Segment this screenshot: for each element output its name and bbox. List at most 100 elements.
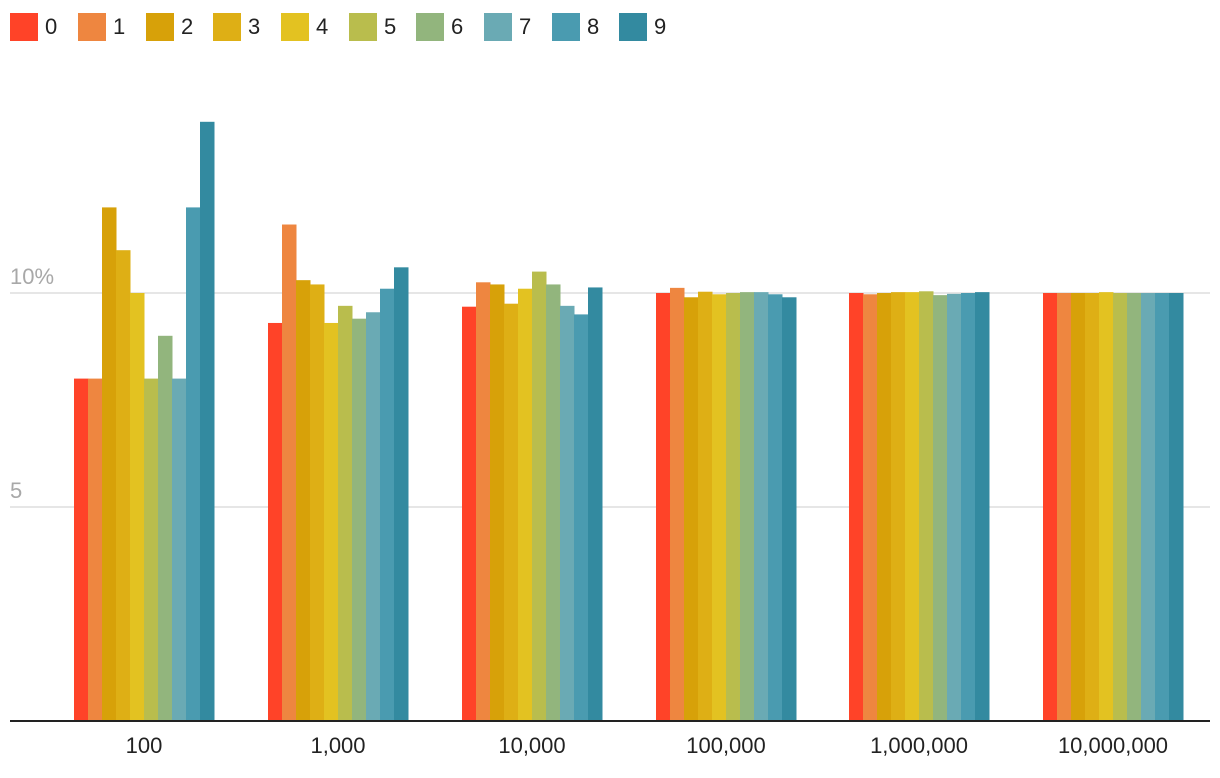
bar-group-10000000 bbox=[1043, 292, 1184, 721]
bar bbox=[849, 293, 864, 721]
bar bbox=[296, 280, 311, 721]
bar bbox=[656, 293, 671, 721]
bar bbox=[352, 318, 367, 721]
bar bbox=[1141, 293, 1156, 721]
bar bbox=[684, 297, 699, 721]
bar bbox=[1085, 293, 1100, 721]
legend-swatch bbox=[552, 13, 580, 41]
bar bbox=[905, 292, 920, 721]
x-tick-label: 10,000 bbox=[498, 733, 565, 758]
bar bbox=[324, 322, 339, 721]
bar bbox=[726, 293, 741, 721]
bar bbox=[947, 293, 962, 721]
bar bbox=[919, 291, 934, 721]
bar bbox=[670, 287, 685, 721]
bar bbox=[310, 284, 325, 721]
legend-item-9: 9 bbox=[619, 13, 666, 41]
bar bbox=[144, 378, 159, 721]
bar bbox=[504, 303, 519, 721]
bar bbox=[268, 322, 283, 721]
legend-label: 9 bbox=[654, 14, 666, 39]
bar bbox=[782, 297, 797, 721]
bar bbox=[754, 292, 769, 721]
bar bbox=[560, 305, 575, 721]
bar bbox=[74, 378, 89, 721]
legend-swatch bbox=[281, 13, 309, 41]
legend-label: 7 bbox=[519, 14, 531, 39]
bar bbox=[698, 291, 713, 721]
bar bbox=[200, 121, 215, 722]
legend-swatch bbox=[619, 13, 647, 41]
legend-swatch bbox=[349, 13, 377, 41]
bar bbox=[186, 207, 201, 721]
bar bbox=[130, 293, 145, 721]
bar bbox=[518, 288, 533, 721]
legend-swatch bbox=[146, 13, 174, 41]
bar bbox=[1043, 293, 1058, 721]
bar bbox=[158, 335, 173, 721]
bar bbox=[1169, 293, 1184, 721]
x-tick-label: 1,000 bbox=[310, 733, 365, 758]
bar bbox=[1099, 292, 1114, 721]
bar-group-1000000 bbox=[849, 291, 990, 721]
bar bbox=[380, 288, 395, 721]
legend-label: 5 bbox=[384, 14, 396, 39]
bar bbox=[768, 294, 783, 721]
x-axis-ticks: 100 1,000 10,000 100,000 1,000,000 10,000,000 bbox=[126, 733, 1168, 758]
x-tick-label: 10,000,000 bbox=[1058, 733, 1168, 758]
bar bbox=[532, 271, 547, 721]
bar bbox=[1155, 293, 1170, 721]
bar bbox=[961, 293, 976, 721]
legend-item-3: 3 bbox=[213, 13, 260, 41]
legend-label: 6 bbox=[451, 14, 463, 39]
legend-item-2: 2 bbox=[146, 13, 193, 41]
legend-item-5: 5 bbox=[349, 13, 396, 41]
bar bbox=[877, 293, 892, 721]
legend-label: 3 bbox=[248, 14, 260, 39]
chart-legend: 0 1 2 3 4 5 6 7 8 9 bbox=[10, 13, 666, 41]
legend-swatch bbox=[484, 13, 512, 41]
bar bbox=[116, 250, 131, 721]
bar bbox=[282, 224, 297, 721]
bar bbox=[546, 284, 561, 721]
legend-swatch bbox=[416, 13, 444, 41]
bar bbox=[933, 295, 948, 721]
bar-group-100000 bbox=[656, 287, 797, 721]
bar bbox=[476, 282, 491, 721]
legend-label: 4 bbox=[316, 14, 328, 39]
bar bbox=[338, 305, 353, 721]
bar bbox=[740, 292, 755, 721]
legend-item-1: 1 bbox=[78, 13, 125, 41]
bar-group-1000 bbox=[268, 224, 409, 721]
legend-item-0: 0 bbox=[10, 13, 57, 41]
legend-label: 2 bbox=[181, 14, 193, 39]
bar bbox=[574, 314, 589, 721]
legend-swatch bbox=[78, 13, 106, 41]
chart-bars bbox=[74, 121, 1184, 722]
bar bbox=[863, 294, 878, 721]
legend-swatch bbox=[10, 13, 38, 41]
bar bbox=[1071, 293, 1086, 721]
legend-label: 8 bbox=[587, 14, 599, 39]
x-tick-label: 100,000 bbox=[686, 733, 766, 758]
bar bbox=[975, 292, 990, 721]
legend-item-7: 7 bbox=[484, 13, 531, 41]
y-tick-label: 5 bbox=[10, 478, 22, 503]
bar bbox=[1127, 293, 1142, 721]
legend-label: 1 bbox=[113, 14, 125, 39]
legend-item-6: 6 bbox=[416, 13, 463, 41]
y-tick-label: 10% bbox=[10, 264, 54, 289]
legend-item-4: 4 bbox=[281, 13, 328, 41]
bar-group-100 bbox=[74, 121, 215, 722]
bar bbox=[394, 267, 409, 721]
bar bbox=[712, 294, 727, 721]
bar bbox=[462, 306, 477, 721]
bar bbox=[588, 287, 603, 721]
legend-swatch bbox=[213, 13, 241, 41]
legend-item-8: 8 bbox=[552, 13, 599, 41]
x-tick-label: 1,000,000 bbox=[870, 733, 968, 758]
bar bbox=[1113, 293, 1128, 721]
x-tick-label: 100 bbox=[126, 733, 163, 758]
bar bbox=[102, 207, 117, 721]
